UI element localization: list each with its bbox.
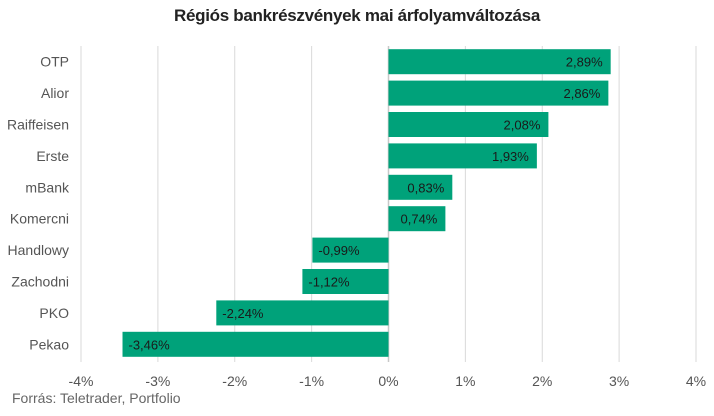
value-label-pekao: -3,46% xyxy=(129,337,171,352)
category-label-mbank: mBank xyxy=(25,179,70,195)
value-label-mbank: 0,83% xyxy=(407,180,444,195)
x-tick-label-7: 3% xyxy=(609,373,629,389)
category-label-otp: OTP xyxy=(40,54,69,70)
x-tick-label-6: 2% xyxy=(532,373,552,389)
x-tick-label-3: -1% xyxy=(299,373,324,389)
bar-komercni xyxy=(388,206,446,232)
bar-mbank xyxy=(388,174,453,200)
value-label-zachodni: -1,12% xyxy=(308,275,350,290)
category-label-raiffeisen: Raiffeisen xyxy=(7,117,69,133)
bar-otp xyxy=(388,49,611,75)
category-label-erste: Erste xyxy=(36,148,69,164)
value-label-alior: 2,86% xyxy=(563,86,600,101)
bars: 2,89% 2,86% 2,08% 1,93% 0,83% 0,74% -0,99% -1,1… xyxy=(122,49,611,357)
bar-chart: 2,89% 2,86% 2,08% 1,93% 0,83% 0,74% -0,99% -1,1… xyxy=(7,46,707,389)
x-tick-label-8: 4% xyxy=(686,373,706,389)
value-label-komercni: 0,74% xyxy=(401,212,438,227)
x-tick-label-0: -4% xyxy=(69,373,94,389)
bar-erste xyxy=(388,143,537,169)
bar-pko xyxy=(216,300,389,326)
category-label-alior: Alior xyxy=(41,85,69,101)
value-label-otp: 2,89% xyxy=(566,55,603,70)
bar-pekao xyxy=(122,331,389,357)
x-tick-label-5: 1% xyxy=(455,373,475,389)
bar-zachodni xyxy=(302,269,389,294)
category-label-komercni: Komercni xyxy=(10,211,69,227)
source-note: Forrás: Teletrader, Portfolio xyxy=(12,390,181,406)
x-axis-tick-labels: -4% -3% -2% -1% 0% 1% 2% 3% 4% xyxy=(69,373,707,389)
value-label-pko: -2,24% xyxy=(222,306,264,321)
x-tick-label-1: -3% xyxy=(145,373,170,389)
category-label-pekao: Pekao xyxy=(29,336,69,352)
x-tick-label-4: 0% xyxy=(378,373,398,389)
bar-handlowy xyxy=(312,237,389,263)
chart-title: Régiós bankrészvények mai árfolyamváltoz… xyxy=(173,6,540,25)
category-label-zachodni: Zachodni xyxy=(11,274,69,290)
category-labels: OTP Alior Raiffeisen Erste mBank Komercni Hand… xyxy=(7,54,70,353)
value-label-erste: 1,93% xyxy=(492,149,529,164)
bar-alior xyxy=(388,80,609,106)
x-tick-label-2: -2% xyxy=(222,373,247,389)
value-label-raiffeisen: 2,08% xyxy=(504,118,541,133)
category-label-pko: PKO xyxy=(39,305,69,321)
category-label-handlowy: Handlowy xyxy=(8,242,69,258)
value-label-handlowy: -0,99% xyxy=(318,243,360,258)
bar-raiffeisen xyxy=(388,112,549,137)
